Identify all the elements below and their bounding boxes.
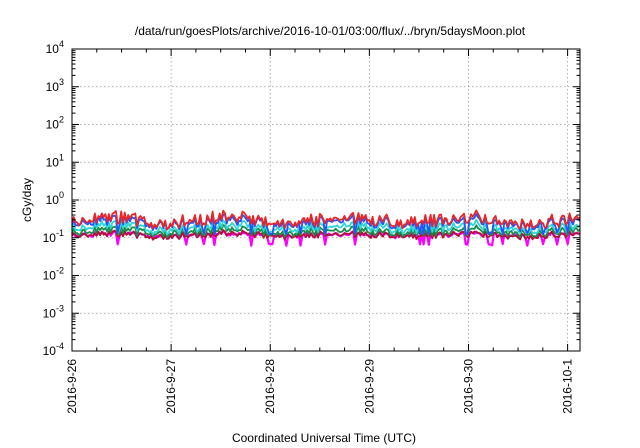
y-tick-labels: 10-4 10-3 10-2 10-1 100 101 102 103 104 xyxy=(43,39,64,358)
y-tick-label: 10-4 xyxy=(43,341,64,358)
y-tick-label: 103 xyxy=(46,77,64,94)
x-tick-label: 2016-9-29 xyxy=(362,359,376,414)
series-layer xyxy=(71,209,581,247)
ticks xyxy=(71,48,580,352)
y-axis-label: cGy/day xyxy=(20,178,34,222)
x-tick-label: 2016-9-28 xyxy=(263,359,277,414)
y-tick-label: 104 xyxy=(46,39,64,56)
series-line xyxy=(71,209,581,231)
y-tick-label: 102 xyxy=(46,115,64,132)
x-tick-label: 2016-9-27 xyxy=(164,359,178,414)
x-tick-label: 2016-9-26 xyxy=(65,359,79,414)
chart-title: /data/run/goesPlots/archive/2016-10-01/0… xyxy=(135,24,526,38)
x-tick-label: 2016-9-30 xyxy=(461,359,475,414)
x-axis-label: Coordinated Universal Time (UTC) xyxy=(232,431,416,445)
y-tick-label: 10-3 xyxy=(43,303,64,320)
y-tick-label: 10-1 xyxy=(43,228,64,245)
y-tick-label: 101 xyxy=(46,152,64,169)
series-line xyxy=(71,213,581,236)
y-tick-label: 10-2 xyxy=(43,266,64,283)
series-line xyxy=(71,229,581,241)
y-tick-label: 100 xyxy=(46,190,64,207)
grid xyxy=(72,49,580,351)
x-tick-label: 2016-10-1 xyxy=(561,359,575,414)
x-tick-labels: 2016-9-26 2016-9-27 2016-9-28 2016-9-29 2016… xyxy=(65,359,575,414)
